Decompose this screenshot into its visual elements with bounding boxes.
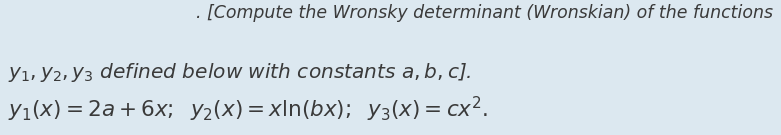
Text: $y_1(x) = 2a + 6x;\;\; y_2(x) = x\ln(bx);\;\; y_3(x) = cx^2.$: $y_1(x) = 2a + 6x;\;\; y_2(x) = x\ln(bx)…	[8, 95, 488, 124]
Text: . [Compute the Wronsky determinant (Wronskian) of the functions: . [Compute the Wronsky determinant (Wron…	[196, 4, 773, 22]
Text: $y_1, y_2, y_3$ defined below with constants $a, b, c$].: $y_1, y_2, y_3$ defined below with const…	[8, 61, 472, 84]
